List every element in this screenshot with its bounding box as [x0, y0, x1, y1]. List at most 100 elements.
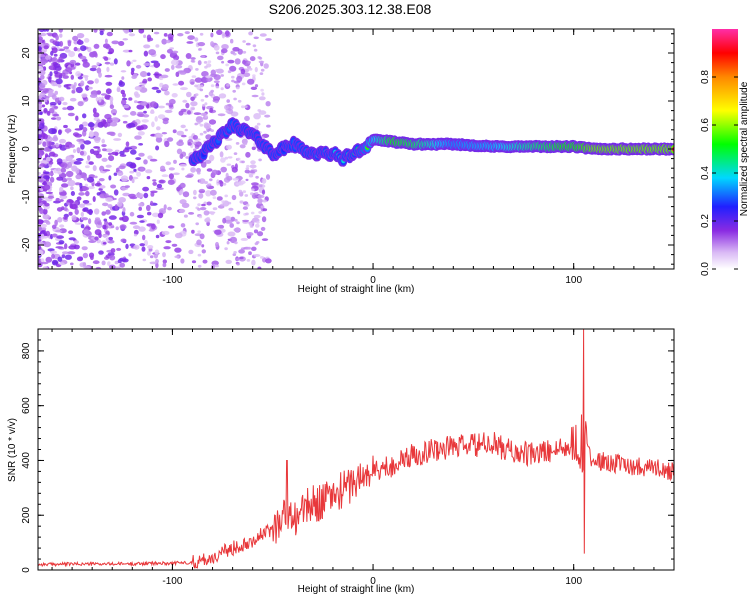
noise-blob [134, 100, 138, 104]
noise-blob [155, 234, 160, 239]
noise-blob [265, 101, 271, 107]
noise-blob [239, 144, 246, 149]
noise-blob [254, 192, 259, 195]
top-y-tick-label: -20 [21, 237, 32, 252]
noise-blob [88, 218, 92, 225]
noise-blob [231, 194, 237, 201]
noise-blob [241, 82, 246, 86]
noise-blob [251, 246, 257, 251]
noise-blob [63, 124, 68, 129]
noise-blob [247, 78, 255, 85]
noise-blob [259, 184, 263, 188]
bottom-y-tick-label: 400 [21, 452, 32, 469]
noise-blob [91, 65, 98, 69]
noise-blob [69, 97, 77, 102]
noise-blob [258, 56, 263, 60]
noise-blob [227, 231, 236, 237]
noise-blob [167, 225, 175, 229]
noise-blob [165, 102, 171, 106]
noise-blob [122, 207, 126, 213]
noise-blob [115, 226, 119, 231]
noise-blob [199, 84, 204, 88]
noise-blob [143, 159, 148, 165]
noise-blob [201, 103, 206, 107]
noise-blob [105, 88, 112, 95]
noise-blob [61, 206, 65, 211]
noise-blob [67, 40, 72, 47]
noise-blob [109, 121, 118, 127]
noise-blob [233, 227, 241, 232]
noise-blob [94, 208, 100, 215]
noise-blob [120, 175, 129, 182]
noise-blob [165, 161, 172, 166]
noise-blob [122, 38, 129, 41]
noise-blob [38, 36, 43, 41]
noise-blob [94, 236, 99, 241]
noise-blob [156, 126, 161, 131]
noise-blob [252, 44, 257, 48]
bottom-x-tick-label: 100 [565, 576, 582, 587]
noise-blob [43, 108, 48, 113]
top-x-tick-label: -100 [162, 275, 182, 286]
noise-blob [63, 46, 70, 50]
noise-blob [210, 212, 215, 216]
noise-blob [206, 168, 213, 172]
noise-blob [41, 227, 47, 230]
noise-blob [266, 124, 271, 128]
noise-blob [63, 243, 68, 250]
noise-blob [142, 234, 146, 241]
noise-blob [114, 204, 118, 211]
noise-blob [187, 142, 192, 146]
noise-blob [86, 176, 95, 183]
noise-blob [139, 220, 145, 223]
noise-blob [82, 262, 87, 267]
noise-blob [179, 199, 187, 205]
noise-blob [249, 164, 257, 169]
noise-blob [59, 199, 64, 202]
noise-blob [83, 140, 92, 145]
noise-blob [51, 253, 56, 259]
noise-blob [102, 224, 107, 230]
noise-blob [248, 223, 253, 226]
noise-blob [70, 186, 74, 191]
noise-blob [71, 66, 76, 70]
noise-blob [69, 71, 73, 75]
noise-blob [237, 210, 241, 215]
noise-blob [213, 80, 220, 84]
noise-blob [108, 222, 113, 226]
noise-blob [215, 69, 219, 72]
noise-blob [134, 135, 142, 140]
noise-blob [150, 200, 154, 206]
noise-blob [92, 196, 96, 202]
noise-blob [198, 48, 202, 51]
noise-blob [198, 193, 204, 199]
noise-blob [82, 121, 88, 127]
noise-blob [202, 259, 208, 264]
noise-blob [80, 80, 85, 87]
noise-blob [58, 96, 65, 102]
noise-blob [207, 60, 212, 64]
noise-blob [109, 131, 116, 137]
noise-blob [98, 178, 105, 182]
noise-blob [115, 149, 120, 152]
noise-blob [213, 74, 221, 81]
noise-blob [175, 64, 183, 69]
noise-blob [204, 181, 208, 185]
noise-blob [224, 247, 228, 251]
noise-blob [206, 201, 212, 206]
noise-blob [195, 222, 199, 226]
noise-blob [147, 250, 151, 256]
snr-plot-area [38, 329, 674, 570]
noise-blob [58, 138, 67, 144]
noise-blob [197, 171, 201, 175]
noise-blob [142, 258, 147, 262]
noise-blob [164, 109, 173, 114]
noise-blob [68, 211, 73, 216]
noise-blob [234, 218, 238, 222]
noise-blob [124, 185, 130, 188]
noise-blob [122, 104, 130, 109]
noise-blob [185, 174, 193, 178]
noise-blob [79, 203, 85, 208]
noise-blob [146, 176, 151, 180]
spectrogram-noise [38, 29, 272, 269]
